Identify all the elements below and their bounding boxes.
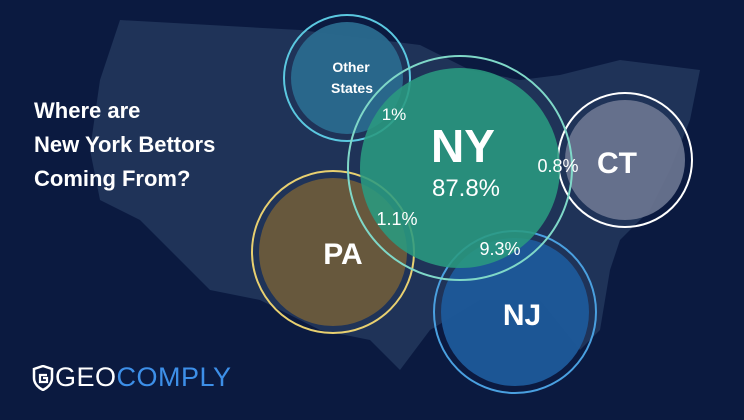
logo-geo: GEO [55, 362, 117, 392]
ct-value: 0.8% [537, 156, 578, 176]
other-states-label-2: States [331, 80, 373, 96]
nj-bubble [441, 238, 589, 386]
title-line-2: New York Bettors [34, 132, 216, 157]
ny-value: 87.8% [432, 175, 500, 202]
other-states-label-1: Other [332, 59, 370, 75]
ny-bubble [360, 68, 560, 268]
ct-label: CT [597, 147, 637, 180]
other-states-bubble [291, 22, 403, 134]
ny-ring [347, 55, 573, 281]
title-line-3: Coming From? [34, 166, 191, 191]
ct-bubble [565, 100, 685, 220]
pa-label: PA [323, 238, 362, 271]
page-title: Where are New York Bettors Coming From? [34, 94, 215, 196]
logo-comply: COMPLY [116, 362, 232, 392]
pa-value: 1.1% [376, 209, 417, 229]
title-line-1: Where are [34, 98, 141, 123]
other-states-ring [283, 14, 411, 142]
nj-label: NJ [503, 299, 541, 332]
other-states-value: 1% [382, 105, 407, 124]
ny-label: NY [431, 120, 495, 172]
pa-bubble [259, 178, 407, 326]
geocomply-logo: GEO COMPLY [32, 362, 232, 393]
nj-value: 9.3% [479, 239, 520, 259]
shield-icon [32, 364, 54, 391]
